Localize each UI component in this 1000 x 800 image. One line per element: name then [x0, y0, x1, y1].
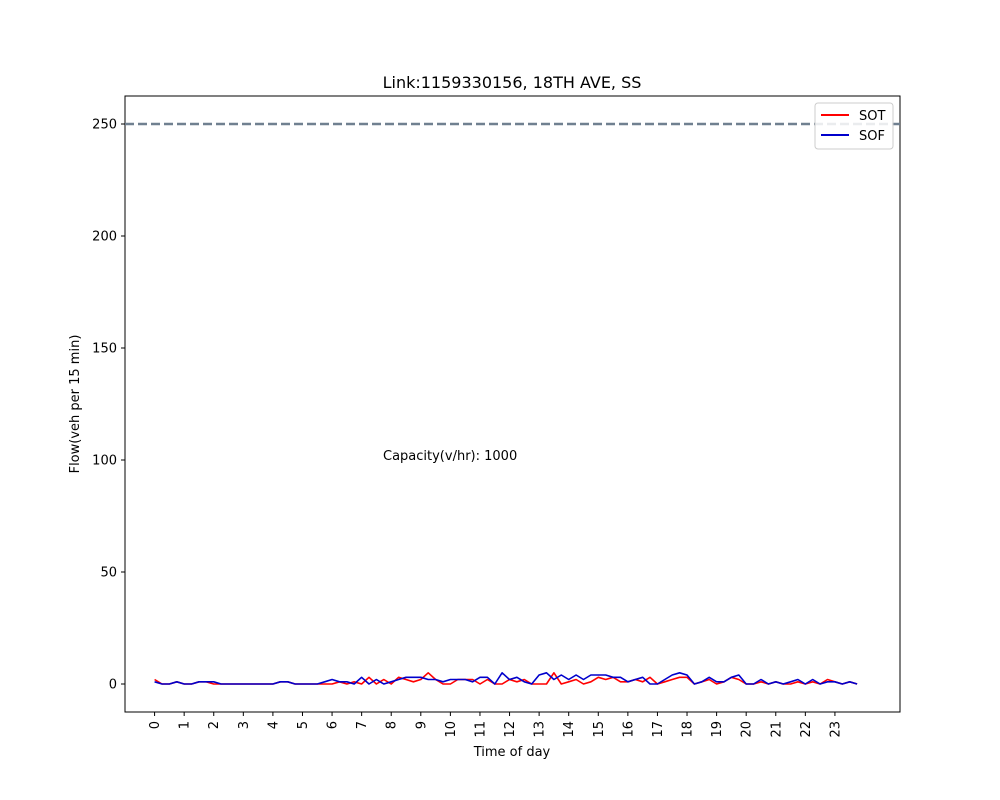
y-tick-label: 150	[92, 342, 117, 357]
series-layer	[154, 671, 858, 685]
x-tick-label: 6	[326, 721, 341, 729]
x-tick-label: 8	[385, 721, 400, 729]
y-tick-label: 100	[92, 454, 117, 469]
x-tick-label: 7	[355, 721, 370, 729]
y-tick-label: 200	[92, 230, 117, 245]
x-tick-label: 23	[828, 721, 843, 738]
chart-title: Link:1159330156, 18TH AVE, SS	[383, 73, 642, 92]
x-tick-label: 15	[592, 721, 607, 738]
legend-label-sot: SOT	[859, 109, 885, 124]
x-tick-label: 5	[296, 721, 311, 729]
y-tick-label: 250	[92, 118, 117, 133]
legend: SOT SOF	[814, 102, 894, 150]
x-tick-label: 19	[710, 721, 725, 738]
x-tick-label: 10	[444, 721, 459, 738]
x-tick-label: 16	[621, 721, 636, 738]
x-tick-label: 13	[533, 721, 548, 738]
y-tick-label: 50	[100, 566, 117, 581]
capacity-annotation: Capacity(v/hr): 1000	[383, 449, 517, 464]
x-tick-label: 20	[740, 721, 755, 738]
x-tick-label: 2	[207, 721, 222, 729]
x-axis-ticks: 0 1 2 3 4 5 6 7 8 9 10 11 12 13 14 15 16 17 18 19 20 21 22 23	[148, 712, 843, 738]
x-tick-label: 14	[562, 721, 577, 738]
x-tick-label: 0	[148, 721, 163, 729]
x-tick-label: 4	[266, 721, 281, 729]
x-axis-label: Time of day	[473, 745, 551, 760]
x-tick-label: 21	[769, 721, 784, 738]
y-axis-label: Flow(veh per 15 min)	[68, 335, 83, 474]
legend-label-sof: SOF	[859, 129, 885, 144]
x-tick-label: 9	[414, 721, 429, 729]
x-tick-label: 1	[178, 721, 193, 729]
x-tick-label: 22	[799, 721, 814, 738]
plot-area: 0 1 2 3 4 5 6 7 8 9 10 11 12 13 14 15 16 17 18 19 20 21 22 23 0…	[92, 95, 901, 738]
x-tick-label: 18	[681, 721, 696, 738]
series-line-sof	[154, 671, 858, 685]
x-tick-label: 11	[473, 721, 488, 738]
axes-frame	[124, 95, 901, 713]
x-tick-label: 17	[651, 721, 666, 738]
y-axis-ticks: 0 50 100 150 200 250	[92, 118, 125, 693]
y-tick-label: 0	[109, 678, 117, 693]
x-tick-label: 3	[237, 721, 252, 729]
x-tick-label: 12	[503, 721, 518, 738]
series-line-sot	[154, 671, 858, 685]
